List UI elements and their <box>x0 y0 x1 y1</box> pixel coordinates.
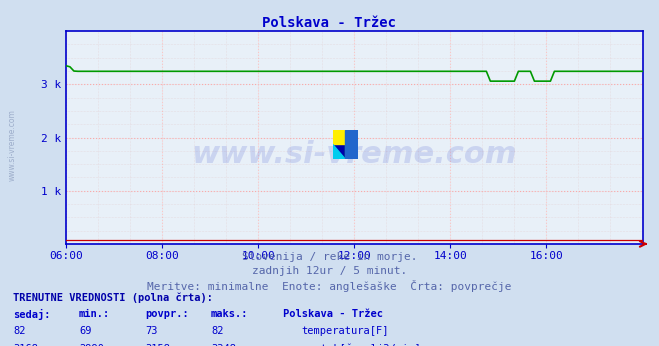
Text: sedaj:: sedaj: <box>13 309 51 320</box>
Text: www.si-vreme.com: www.si-vreme.com <box>8 109 17 181</box>
Text: Slovenija / reke in morje.: Slovenija / reke in morje. <box>242 252 417 262</box>
Polygon shape <box>333 145 345 159</box>
Polygon shape <box>333 130 345 145</box>
Polygon shape <box>333 145 345 159</box>
Text: 3168: 3168 <box>13 344 38 346</box>
Text: 82: 82 <box>13 326 26 336</box>
Text: Polskava - Tržec: Polskava - Tržec <box>262 16 397 29</box>
Text: 3348: 3348 <box>211 344 236 346</box>
Text: temperatura[F]: temperatura[F] <box>302 326 389 336</box>
Text: Meritve: minimalne  Enote: anglešaške  Črta: povprečje: Meritve: minimalne Enote: anglešaške Črt… <box>147 280 512 292</box>
Text: 3158: 3158 <box>145 344 170 346</box>
Text: Polskava - Tržec: Polskava - Tržec <box>283 309 384 319</box>
Text: 69: 69 <box>79 326 92 336</box>
Polygon shape <box>345 130 358 159</box>
Text: 73: 73 <box>145 326 158 336</box>
Polygon shape <box>345 130 358 159</box>
Polygon shape <box>333 130 345 145</box>
Text: povpr.:: povpr.: <box>145 309 188 319</box>
Text: pretok[čevelj3/min]: pretok[čevelj3/min] <box>302 344 420 346</box>
Polygon shape <box>333 145 345 159</box>
Text: TRENUTNE VREDNOSTI (polna črta):: TRENUTNE VREDNOSTI (polna črta): <box>13 292 213 303</box>
Text: min.:: min.: <box>79 309 110 319</box>
Text: www.si-vreme.com: www.si-vreme.com <box>191 140 517 169</box>
Text: 82: 82 <box>211 326 223 336</box>
Text: 2990: 2990 <box>79 344 104 346</box>
Text: maks.:: maks.: <box>211 309 248 319</box>
Text: zadnjih 12ur / 5 minut.: zadnjih 12ur / 5 minut. <box>252 266 407 276</box>
